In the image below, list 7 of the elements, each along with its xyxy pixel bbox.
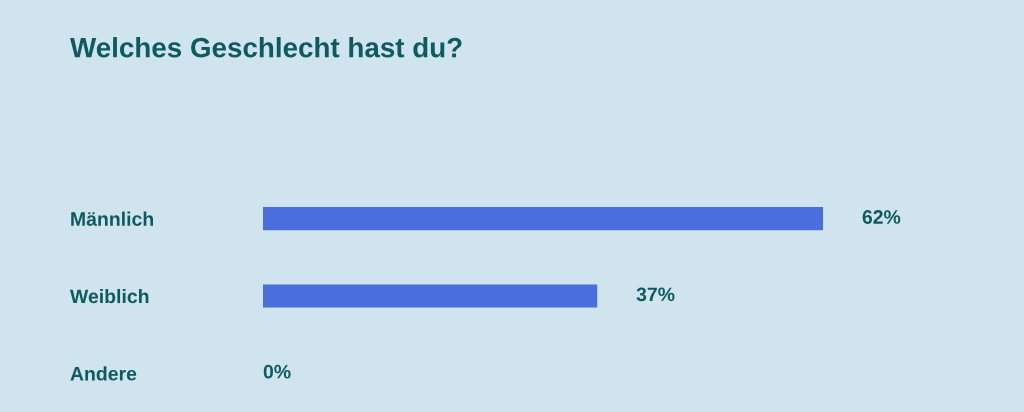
data-label: 62% (862, 210, 901, 224)
y-tick-label: Andere (70, 366, 137, 381)
chart-title: Welches Geschlecht hast du? (70, 37, 462, 58)
y-tick-label: Männlich (71, 211, 153, 226)
y-tick-label: Weiblich (69, 288, 149, 304)
data-label: 37% (636, 287, 675, 302)
data-label: 0% (263, 364, 291, 379)
